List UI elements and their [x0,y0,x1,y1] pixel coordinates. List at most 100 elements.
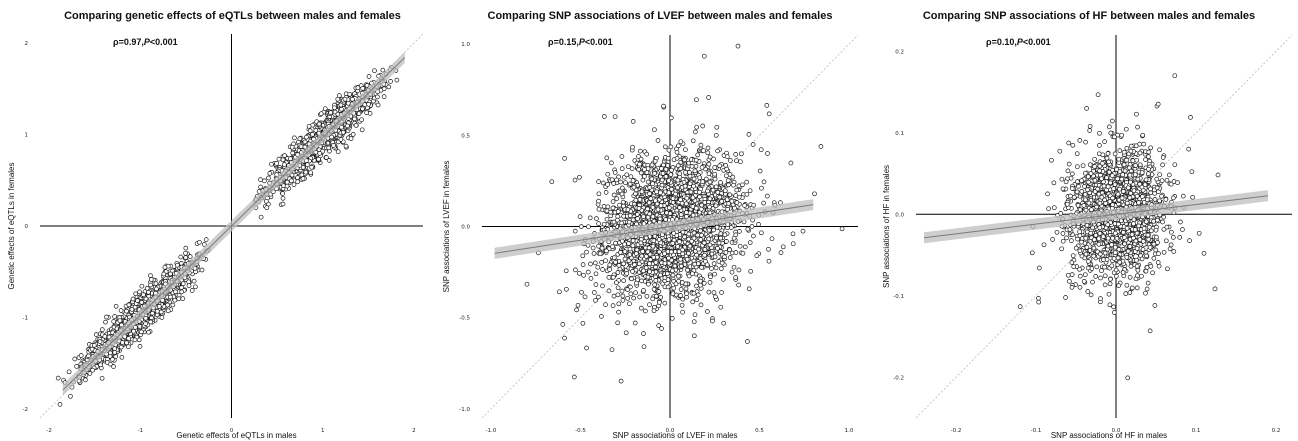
data-point [618,378,624,384]
data-point [148,319,154,325]
data-point [386,84,392,90]
data-point [103,319,108,325]
data-point [596,243,601,249]
data-point [713,265,719,271]
data-point [300,165,306,170]
data-point [736,267,742,273]
data-point [102,334,108,339]
data-point [291,182,297,187]
data-point [143,296,149,302]
data-point [641,344,647,350]
data-point [621,213,627,219]
data-point [574,307,579,313]
data-point [614,196,620,201]
data-point [324,155,329,160]
data-point [524,281,530,287]
data-point [119,354,125,360]
data-point [691,319,697,325]
data-point [610,205,616,211]
data-point [284,179,290,185]
data-point [350,132,356,137]
data-point [335,96,341,102]
data-point [627,213,633,218]
data-point [274,161,279,166]
data-point [670,272,676,278]
data-point [790,231,796,237]
data-point [375,89,381,95]
data-point [326,145,332,151]
data-point [269,161,274,167]
data-point [307,128,313,134]
data-point [154,286,159,292]
data-point [616,301,622,307]
data-point [747,240,753,245]
data-point [343,143,349,149]
data-point [604,216,610,222]
data-point [759,185,764,191]
data-point [644,151,650,157]
data-point [645,179,651,185]
data-point [623,330,629,336]
data-point [582,294,588,300]
data-point [689,164,695,169]
data-point [593,271,599,277]
data-point [694,97,699,103]
data-point [577,174,582,180]
data-point [766,258,772,264]
data-point [618,250,623,255]
data-point [727,255,733,260]
data-point [707,242,713,248]
data-point [375,94,380,100]
data-point [596,179,601,184]
data-point [672,263,678,269]
data-point [562,156,567,161]
data-point [124,308,129,314]
data-point [622,256,628,262]
data-point [203,237,209,242]
data-point [756,222,761,227]
data-point [168,294,173,300]
data-point [588,276,594,281]
data-point [571,374,577,380]
data-point [318,111,324,117]
data-point [289,172,295,178]
data-point [137,344,143,349]
data-point [647,302,652,308]
data-point [719,290,724,295]
data-point [199,267,205,273]
data-point [618,179,624,185]
data-point [580,262,586,267]
data-point [623,180,628,186]
data-point [733,152,739,157]
data-point [148,282,153,288]
data-point [112,314,117,319]
data-point [788,160,794,166]
data-point [652,158,658,164]
data-point [303,169,309,175]
p-symbol: P [143,37,150,47]
data-point [295,179,301,185]
data-point [388,79,393,84]
data-point [627,301,632,307]
data-point [613,259,618,265]
data-point [126,302,132,308]
data-point [686,160,692,166]
data-point [87,371,93,376]
data-point [106,334,112,340]
data-point [316,130,322,136]
data-point [90,367,95,373]
data-point [718,235,723,241]
x-tick-label: -1 [138,428,143,434]
data-point [340,129,346,135]
data-point [625,295,630,301]
data-point [637,294,643,300]
data-point [183,255,189,260]
data-point [682,183,688,189]
data-point [619,185,625,191]
data-point [347,91,353,97]
data-point [635,216,640,222]
data-point [288,156,293,162]
data-point [338,137,344,142]
data-point [55,375,61,381]
p-symbol: P [578,37,585,47]
